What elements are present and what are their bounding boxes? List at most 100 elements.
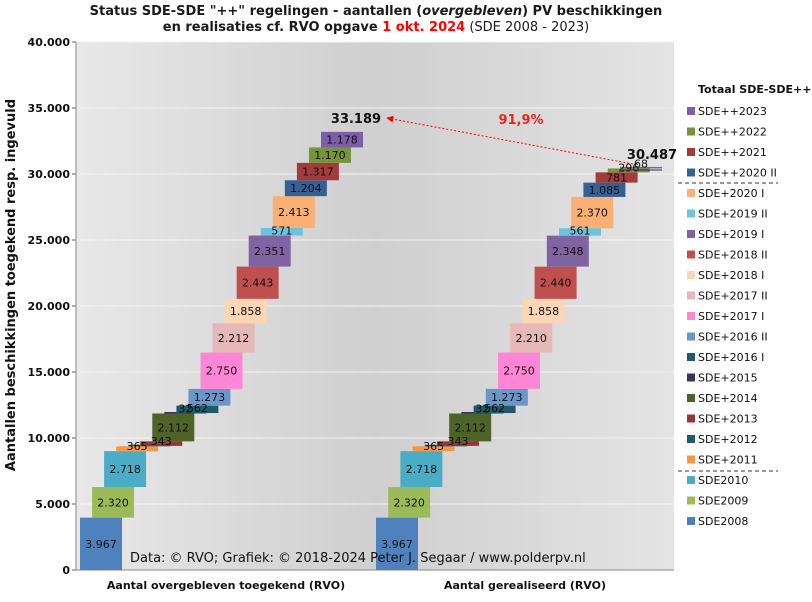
bar-value-label: 2.351 [254,245,286,258]
bar-value-label: 1.317 [302,166,334,179]
y-tick-label: 10.000 [28,432,71,445]
bar-sde-2016-i [176,405,219,414]
legend-item: SDE++2020 II [687,167,777,180]
bar-sde-2023 [321,131,363,148]
bar-value-label: 32 [178,402,192,415]
bar-sde-2021 [595,172,638,183]
bar-sde-2016-ii [485,388,528,406]
bar-sde-2014 [449,413,492,442]
bar-sde2008 [80,517,122,570]
y-tick-label: 5.000 [35,498,70,511]
bar-value-label: 2.718 [406,463,438,476]
bar-value-label: 571 [271,225,292,238]
bar-sde2009 [92,487,135,518]
legend-swatch [687,189,695,197]
bar-sde-2021 [296,162,339,181]
legend-swatch [687,332,695,341]
legend-swatch [687,476,695,484]
bar-sde-2020-ii [284,180,327,197]
bar-sde-2019-i [248,235,291,267]
legend-swatch [687,394,695,402]
ratio-annotation: 91,9% [498,113,543,128]
legend-label: SDE+2012 [698,433,758,446]
bar-value-label: 32 [475,402,489,415]
legend-item: SDE++2021 [687,146,767,159]
bar-value-label: 2.440 [540,277,572,290]
legend-item: SDE+2018 I [687,269,764,282]
bar-sde-2016-ii [188,388,231,406]
category-label-awarded: Aantal overgebleven toegekend (RVO) [107,579,345,592]
legend-label: SDE2008 [698,515,748,528]
legend-swatch [687,414,695,423]
legend-item: SDE2008 [687,515,748,528]
bar-sde-2020-i [571,196,614,229]
bar-value-label: 562 [484,402,505,415]
bar-value-label: 2.443 [242,277,274,290]
bar-value-label: 68 [634,157,648,170]
y-axis-ticks: 0 5.000 10.000 15.000 20.000 25.000 30.000 35.0… [28,36,76,577]
legend-label: SDE+2020 I [698,187,764,200]
legend-swatch [687,168,695,177]
bar-sde-2017-i [200,352,243,389]
legend-item: SDE2010 [687,474,748,487]
y-axis-label: Aantallen beschikkingen toegekend resp. … [4,99,19,471]
legend-item: SDE+2012 [687,433,758,446]
legend-swatch [687,209,695,218]
bar-value-label: 3.967 [85,538,117,551]
legend-swatch [687,353,695,361]
legend-item: SDE+2016 II [687,331,768,344]
bar-value-label: 365 [423,440,444,453]
legend-swatch [687,127,695,136]
category-label-realised: Aantal gerealiseerd (RVO) [444,579,606,592]
chart-subtitle: en realisaties cf. RVO opgave 1 okt. 202… [163,20,589,35]
legend-item: SDE++2022 [687,126,767,139]
legend-item: SDE+2013 [687,413,758,426]
total-label-awarded: 33.189 [331,112,381,127]
bar-value-label: 2.750 [503,365,535,378]
bar-value-label: 2.413 [278,206,310,219]
y-tick-label: 35.000 [28,102,71,115]
y-tick-label: 0 [62,564,70,577]
legend-label: SDE+2018 I [698,269,764,282]
bar-value-label: 1.204 [290,182,322,195]
bar-value-label: 2.112 [158,421,190,434]
bar-value-label: 343 [448,435,469,448]
bar-sde-2013 [140,441,183,446]
legend-swatch [687,373,695,382]
legend-item: SDE+2014 [687,392,758,405]
legend-label: SDE+2017 I [698,310,764,323]
bar-value-label: 2.718 [109,463,141,476]
legend-swatch [687,271,695,279]
legend-item: SDE+2015 [687,372,758,385]
legend-item: SDE+2020 I [687,187,764,200]
legend-item: SDE+2011 [687,454,758,467]
y-tick-label: 20.000 [28,300,71,313]
bar-sde-2011 [412,446,455,452]
legend-swatch [687,148,695,156]
legend-label: SDE2010 [698,474,748,487]
bar-value-label: 1.170 [314,149,346,162]
y-tick-label: 15.000 [28,366,71,379]
bar-value-label: 1.858 [230,305,262,318]
y-tick-label: 40.000 [28,36,71,49]
bar-value-label: 1.273 [491,391,523,404]
bar-value-label: 2.348 [552,245,584,258]
bar-value-label: 2.370 [576,207,608,220]
bar-sde-2020-i [272,196,315,229]
legend-item: SDE+2019 II [687,208,768,221]
bar-sde-2022 [308,147,351,163]
bar-value-label: 1.085 [589,184,621,197]
bar-value-label: 365 [127,440,148,453]
bar-sde-2019-ii [559,228,601,236]
bar-value-label: 3.967 [381,538,413,551]
bar-value-label: 561 [570,225,591,238]
bar-value-label: 1.858 [528,305,560,318]
legend-label: SDE+2019 I [698,228,764,241]
legend-label: SDE+2017 II [698,290,768,303]
legend-swatch [687,291,695,300]
bar-value-label: 2.210 [515,332,547,345]
legend-label: SDE+2015 [698,372,758,385]
bar-value-label: 296 [618,161,639,174]
